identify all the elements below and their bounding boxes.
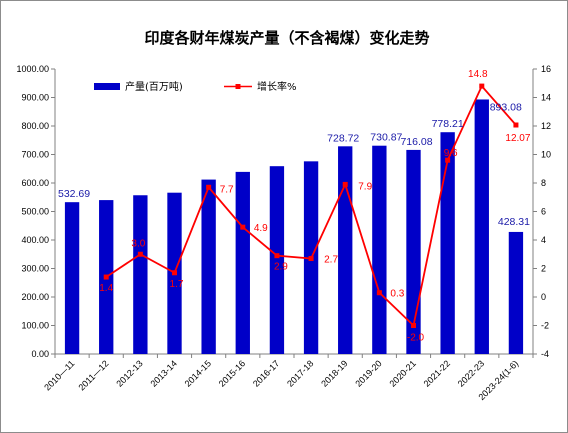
growth-value-label: 1.4 bbox=[99, 283, 113, 294]
growth-value-label: 1.7 bbox=[170, 279, 184, 290]
chart-title: 印度各财年煤炭产量（不含褐煤）变化走势 bbox=[144, 29, 429, 47]
growth-point bbox=[445, 157, 451, 163]
bar-series bbox=[64, 99, 524, 354]
left-tick-label: 600.00 bbox=[21, 178, 49, 188]
left-tick-label: 800.00 bbox=[21, 121, 49, 131]
right-tick-label: 0 bbox=[541, 292, 546, 302]
left-tick-label: 900.00 bbox=[21, 93, 49, 103]
bar-value-label: 778.21 bbox=[432, 118, 464, 130]
line-series bbox=[103, 83, 519, 328]
bar bbox=[372, 145, 387, 354]
left-tick-label: 300.00 bbox=[21, 264, 49, 274]
left-tick-label: 500.00 bbox=[21, 207, 49, 217]
growth-value-label: 2.7 bbox=[324, 255, 338, 266]
growth-point bbox=[479, 83, 485, 89]
growth-point bbox=[274, 253, 280, 259]
x-tick-label: 2021-22 bbox=[422, 358, 452, 388]
x-tick-label: 2018-19 bbox=[319, 358, 349, 388]
right-tick-label: 14 bbox=[541, 93, 551, 103]
growth-point bbox=[172, 270, 177, 276]
right-tick-label: 6 bbox=[541, 207, 546, 217]
growth-point bbox=[103, 274, 109, 280]
left-tick-label: 700.00 bbox=[21, 150, 49, 160]
growth-value-label: 12.07 bbox=[505, 133, 530, 144]
x-tick-label: 2015-16 bbox=[217, 358, 247, 388]
bar-value-label: 716.08 bbox=[400, 136, 432, 148]
growth-point bbox=[137, 251, 143, 257]
bar bbox=[64, 202, 80, 354]
right-tick-label: -4 bbox=[541, 349, 549, 359]
growth-value-label: 2.9 bbox=[274, 262, 288, 273]
legend: 产量(百万吨) 增长率% bbox=[94, 80, 297, 93]
legend-line-label: 增长率% bbox=[257, 80, 297, 93]
growth-point bbox=[308, 256, 314, 262]
bar bbox=[201, 179, 216, 354]
bar bbox=[338, 146, 353, 354]
growth-point bbox=[376, 290, 382, 296]
right-tick-label: 12 bbox=[541, 121, 551, 131]
growth-point bbox=[342, 181, 348, 187]
x-tick-label: 2014-15 bbox=[183, 358, 213, 388]
bar-value-label: 428.31 bbox=[498, 216, 530, 228]
bar-value-label: 532.69 bbox=[58, 188, 90, 200]
right-tick-label: 16 bbox=[541, 64, 551, 74]
x-tick-label: 2011—12 bbox=[76, 358, 110, 392]
growth-point bbox=[513, 122, 519, 128]
left-tick-label: 200.00 bbox=[21, 292, 49, 302]
bar bbox=[133, 195, 148, 354]
x-tick-label: 2016-17 bbox=[251, 358, 281, 388]
growth-value-label: 4.9 bbox=[254, 223, 268, 234]
bar-value-label: 730.87 bbox=[370, 132, 402, 144]
left-tick-label: 1000.00 bbox=[16, 64, 49, 74]
legend-line-marker bbox=[235, 84, 241, 89]
bar bbox=[508, 231, 524, 354]
growth-point bbox=[411, 323, 416, 328]
right-tick-label: 2 bbox=[541, 264, 546, 274]
x-tick-label: 2020-21 bbox=[387, 358, 417, 388]
bar bbox=[440, 132, 455, 354]
growth-value-label: 0.3 bbox=[390, 289, 404, 300]
right-tick-label: 4 bbox=[541, 235, 546, 245]
bar-value-label: 728.72 bbox=[327, 132, 359, 144]
legend-bar-label: 产量(百万吨) bbox=[125, 80, 183, 93]
growth-value-label: 3.0 bbox=[131, 238, 145, 249]
growth-value-label: 7.7 bbox=[220, 184, 234, 195]
x-tick-label: 2017-18 bbox=[285, 358, 315, 388]
right-tick-label: -2 bbox=[541, 321, 549, 331]
x-tick-label: 2022-23 bbox=[456, 358, 486, 388]
left-tick-label: 100.00 bbox=[21, 321, 49, 331]
x-tick-label: 2010—11 bbox=[42, 358, 76, 392]
bar bbox=[474, 99, 489, 354]
bar bbox=[406, 149, 421, 354]
growth-value-label: -2.0 bbox=[407, 333, 425, 344]
left-tick-label: 0.00 bbox=[31, 349, 49, 359]
legend-bar-swatch bbox=[94, 83, 120, 90]
bar-value-label: 893.08 bbox=[490, 101, 522, 113]
growth-value-label: 14.8 bbox=[468, 69, 488, 80]
growth-point bbox=[240, 224, 246, 230]
growth-value-label: 7.9 bbox=[358, 181, 372, 192]
bar bbox=[269, 166, 285, 354]
right-tick-label: 10 bbox=[541, 150, 551, 160]
right-tick-label: 8 bbox=[541, 178, 546, 188]
x-tick-label: 2013-14 bbox=[148, 358, 178, 388]
growth-point bbox=[206, 184, 212, 190]
x-tick-label: 2012-13 bbox=[114, 358, 144, 388]
x-tick-label: 2019-20 bbox=[353, 358, 383, 388]
left-tick-label: 400.00 bbox=[21, 235, 49, 245]
growth-value-label: 9.6 bbox=[444, 148, 458, 159]
bar bbox=[235, 171, 250, 354]
